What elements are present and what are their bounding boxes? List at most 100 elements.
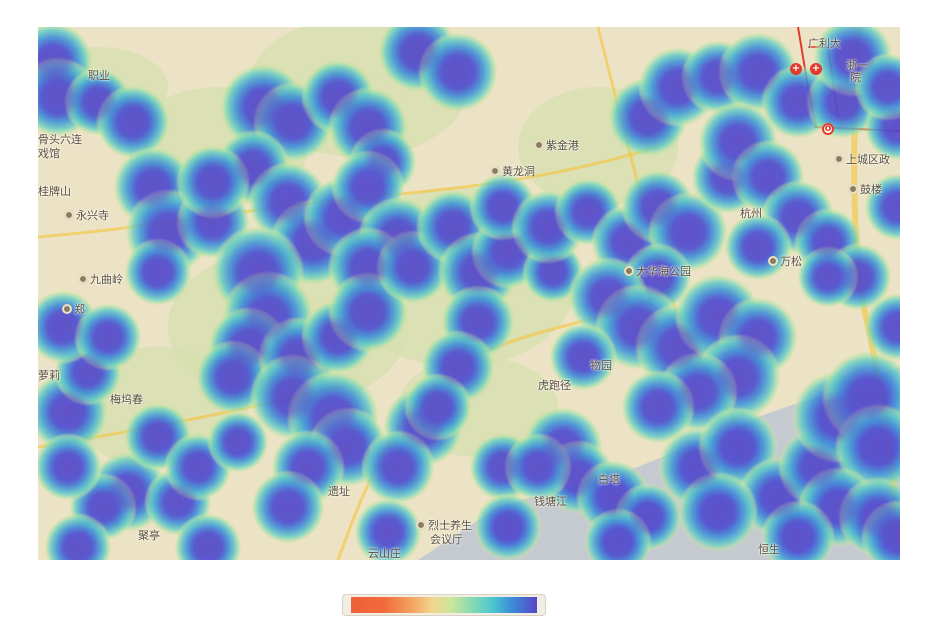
heat-core — [52, 451, 84, 483]
heat-core — [396, 250, 430, 284]
place-label: 鼓楼 — [848, 181, 882, 197]
heat-core — [701, 60, 735, 94]
heat-core — [379, 218, 417, 256]
heat-core — [196, 205, 230, 239]
heat-core — [492, 511, 524, 543]
place-label: 紫金港 — [534, 137, 579, 153]
heat-core — [134, 168, 172, 206]
heat-core — [82, 86, 114, 118]
heat-core — [539, 258, 567, 286]
poi-icon — [768, 256, 778, 266]
place-label: 遗址 — [328, 485, 350, 498]
heat-core — [269, 183, 307, 221]
heat-core — [711, 160, 745, 194]
place-label: 云山庄 — [368, 547, 401, 560]
heat-layer — [38, 27, 900, 560]
heat-core — [698, 297, 738, 337]
heat-core — [881, 520, 900, 554]
heat-core — [273, 377, 313, 417]
heat-core — [759, 478, 797, 516]
heat-core — [819, 488, 857, 526]
place-label: 恒生 — [758, 543, 780, 556]
heat-core — [812, 226, 844, 258]
heat-core — [182, 451, 214, 483]
heat-core — [162, 486, 194, 518]
heat-core — [349, 293, 387, 331]
heat-core — [842, 261, 874, 293]
heat-core — [38, 43, 72, 81]
heat-core — [196, 165, 230, 199]
heat-core — [321, 320, 355, 354]
heat-core — [321, 80, 355, 114]
place-label: 会议厅 — [430, 533, 463, 546]
poi-icon — [534, 140, 544, 150]
heat-core — [237, 251, 279, 293]
heat-core — [216, 360, 250, 394]
heat-core — [324, 198, 362, 236]
heat-core — [719, 123, 757, 161]
heat-core — [461, 305, 495, 339]
hospital-icon[interactable]: + — [790, 63, 802, 75]
heat-core — [522, 451, 554, 483]
poi-icon — [834, 154, 844, 164]
heat-core — [312, 396, 354, 438]
heat-core — [39, 78, 77, 116]
heat-core — [224, 428, 252, 456]
heat-core — [799, 448, 837, 486]
heat-spot — [863, 172, 900, 242]
heat-core — [291, 450, 325, 484]
heat-core — [589, 278, 627, 316]
heat-core — [632, 501, 664, 533]
heat-core — [882, 111, 900, 143]
heat-core — [236, 150, 270, 184]
heat-core — [247, 296, 289, 338]
heat-core — [229, 328, 267, 366]
heat-core — [618, 307, 658, 347]
metro-station-icon[interactable]: o — [822, 123, 834, 135]
heat-core — [367, 146, 399, 178]
heat-core — [142, 421, 174, 453]
heat-core — [699, 493, 737, 531]
heat-core — [679, 373, 717, 411]
heat-core — [781, 520, 815, 554]
poi-icon — [624, 266, 634, 276]
heat-core — [817, 396, 859, 438]
place-label: 永兴寺 — [64, 207, 109, 223]
heat-core — [487, 451, 519, 483]
heat-core — [349, 248, 387, 286]
heat-core — [739, 318, 777, 356]
heat-core — [329, 428, 367, 466]
heat-core — [826, 85, 860, 119]
heat-core — [659, 68, 697, 106]
heat-core — [436, 210, 470, 244]
heat-core — [271, 490, 305, 524]
hospital-icon[interactable]: + — [810, 63, 822, 75]
heat-core — [49, 393, 87, 431]
place-label: 钱塘江 — [534, 495, 567, 508]
heatmap-legend — [342, 594, 546, 616]
heat-core — [351, 170, 385, 204]
place-label: 郑 — [62, 301, 85, 317]
heatmap-canvas[interactable] — [38, 27, 900, 560]
heatmap-map[interactable]: 广利大 职业 浙一 院 骨头六连 戏馆 桂牌山 永兴寺 九曲岭 郑 梅坞春 黄龙… — [38, 27, 900, 560]
heat-core — [491, 235, 525, 269]
place-label: 物园 — [590, 359, 612, 372]
heat-core — [858, 427, 898, 467]
place-label: 杭州 — [740, 207, 762, 220]
heat-core — [611, 225, 645, 259]
heat-core — [459, 253, 497, 291]
heat-core — [62, 531, 94, 560]
heat-core — [544, 428, 582, 466]
place-label: 烈士养生 — [416, 517, 472, 533]
poi-icon — [62, 304, 72, 314]
heat-core — [872, 71, 900, 103]
heat-core — [719, 428, 757, 466]
place-label: 戏馆 — [38, 147, 60, 160]
heat-core — [349, 108, 387, 146]
heat-core — [87, 491, 119, 523]
heat-core — [293, 222, 333, 262]
heat-core — [602, 526, 634, 558]
heat-core — [642, 261, 674, 293]
place-label: 聚亭 — [138, 529, 160, 542]
heat-core — [742, 231, 774, 263]
